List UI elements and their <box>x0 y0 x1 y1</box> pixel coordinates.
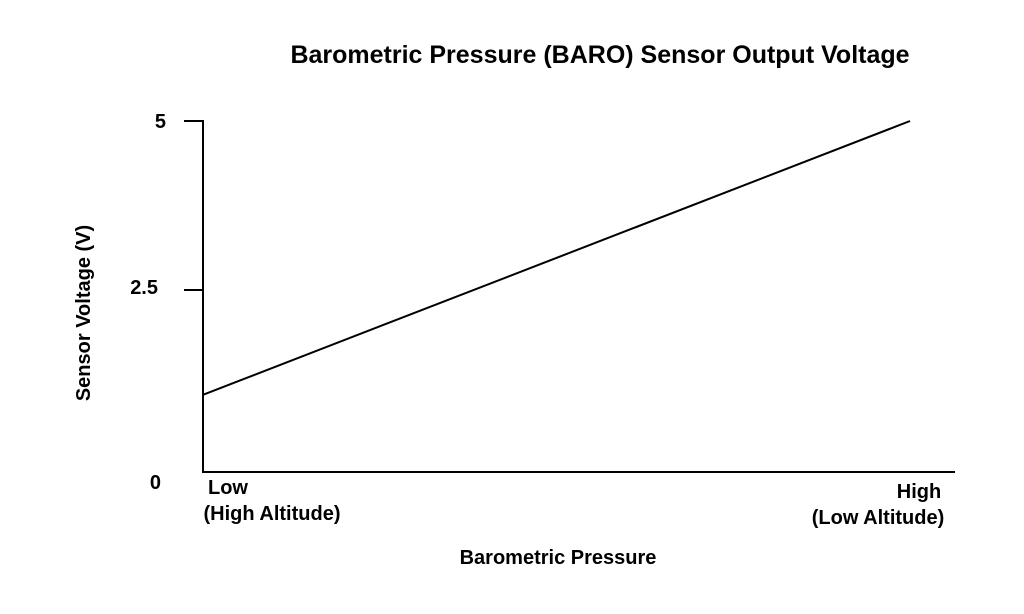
series-line-0 <box>202 120 911 396</box>
series-layer <box>202 120 911 396</box>
chart-title: Barometric Pressure (BARO) Sensor Output… <box>290 41 909 69</box>
y-tick-label-0: 0 <box>150 472 161 494</box>
x-low-sublabel: (High Altitude) <box>203 503 340 525</box>
y-tick-label-2-5: 2.5 <box>130 277 158 299</box>
x-axis-title: Barometric Pressure <box>460 547 657 569</box>
x-low-label: Low <box>208 477 248 499</box>
x-high-label: High <box>897 481 941 503</box>
y-axis-title: Sensor Voltage (V) <box>73 225 95 401</box>
x-high-sublabel: (Low Altitude) <box>812 507 945 529</box>
y-tick-label-5: 5 <box>155 111 166 133</box>
